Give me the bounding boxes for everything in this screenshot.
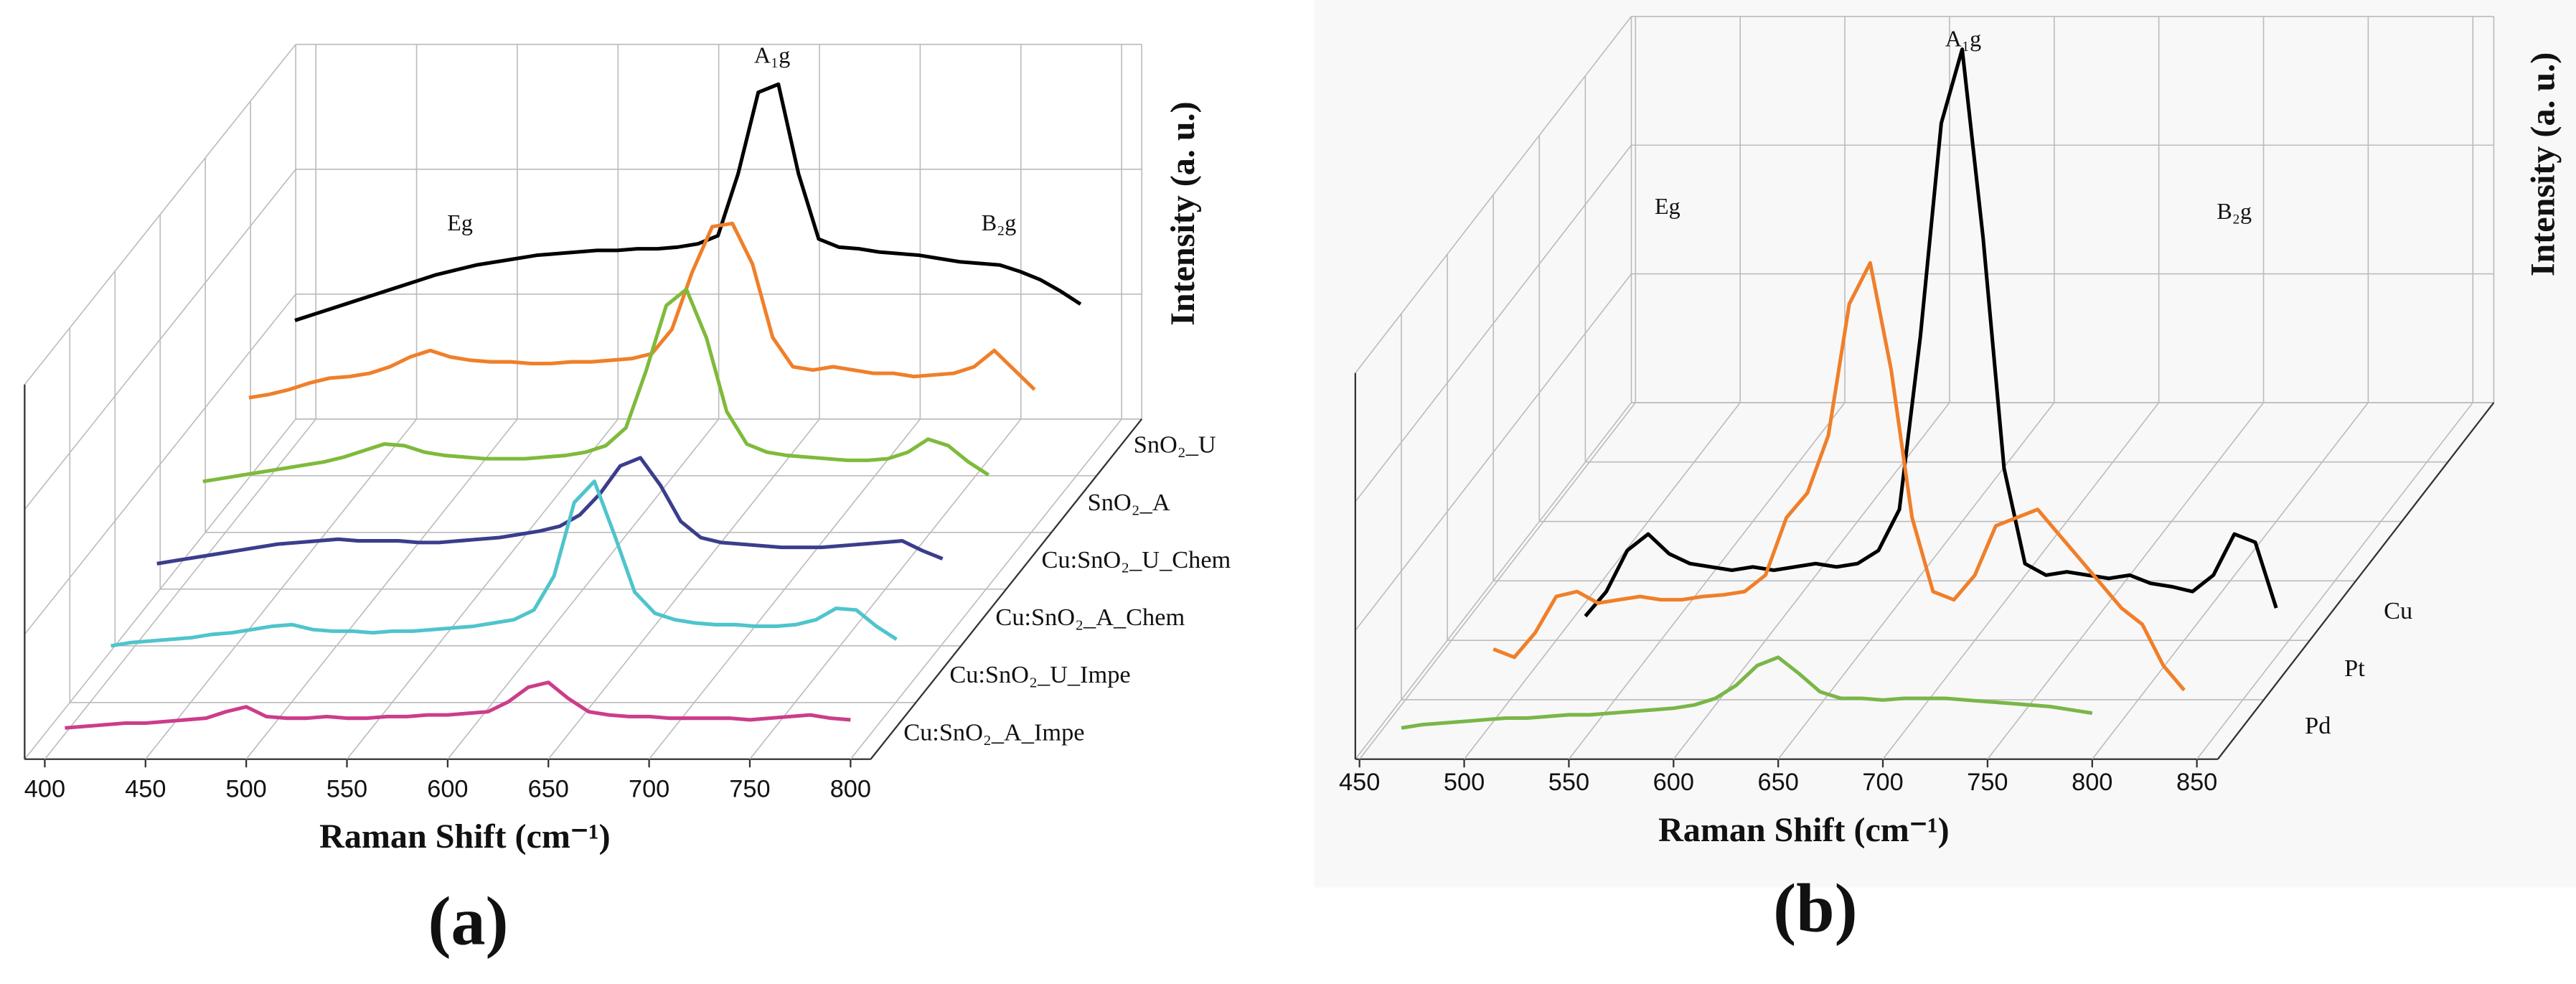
grid-line [2092,402,2369,760]
frame-line [2217,402,2495,760]
x-tick-label: 400 [24,775,65,802]
x-tick-label: 600 [1653,769,1694,796]
grid-line [245,418,518,760]
peak-annotation: B₂g [2217,198,2252,224]
depth-label: Cu [2384,597,2412,624]
grid-line [346,418,619,760]
x-tick-label: 450 [125,775,166,802]
series-line [294,82,1082,322]
depth-label: Pt [2344,655,2365,682]
x-tick-label: 800 [2072,769,2112,796]
x-tick-label: 700 [1862,769,1903,796]
y-axis-title: Intensity (a. u.) [2524,52,2562,276]
depth-label: SnO₂_A [1088,489,1170,516]
x-axis-title: Raman Shift (cm⁻¹) [319,817,611,856]
grid-line [547,418,820,760]
y-axis-title: Intensity (a. u.) [1164,101,1202,325]
series-line [1401,655,2093,730]
grid-line [2196,402,2473,760]
grid-line [1987,402,2265,760]
grid-line [850,418,1122,760]
panel-label: (b) [1773,869,1858,946]
x-tick-label: 500 [1444,769,1485,796]
peak-annotation: B₂g [982,210,1017,235]
grid-line [1359,402,1636,760]
series-line [1584,47,2278,618]
grid-line [1777,402,2055,760]
x-tick-label: 650 [1758,769,1799,796]
x-tick-label: 500 [226,775,267,802]
peak-annotation: Eg [447,210,473,235]
grid-line [648,418,921,760]
peak-annotation: Eg [1655,193,1680,219]
series-line [1493,261,2186,692]
x-tick-label: 850 [2176,769,2217,796]
depth-label: Pd [2305,712,2331,739]
x-tick-label: 550 [1548,769,1589,796]
grid-line [1463,402,1741,760]
panel-b-background [1314,0,2576,888]
series-line [202,287,990,484]
figure-content: 400 450 500 550 600 650 700 750 800 SnO₂_U SnO₂_A C… [24,0,2576,960]
x-tick-label: 600 [427,775,468,802]
panel-label: (a) [428,883,508,960]
series-line [111,479,898,648]
x-tick-label: 450 [1339,769,1380,796]
frame-line [870,418,1143,760]
depth-label: Cu:SnO₂_A_Impe [903,718,1084,746]
x-tick-label: 550 [326,775,367,802]
depth-label: SnO₂_U [1134,431,1216,459]
grid-line [1568,402,1846,760]
grid-line [447,418,720,760]
series-line [65,680,851,730]
series-line [248,221,1036,400]
grid-line [44,418,316,760]
x-tick-label: 800 [830,775,871,802]
grid-line [145,418,418,760]
depth-label: Cu:SnO₂_A_Chem [995,604,1185,631]
depth-label: Cu:SnO₂_U_Impe [949,661,1130,688]
x-tick-label: 750 [729,775,770,802]
x-tick-label: 750 [1967,769,2008,796]
peak-annotation: A₁g [754,42,790,67]
x-tick-label: 700 [629,775,669,802]
depth-label: Cu:SnO₂_U_Chem [1042,546,1231,573]
peak-annotation: A₁g [1945,26,1981,52]
series-line [156,456,944,566]
x-axis-title: Raman Shift (cm⁻¹) [1658,811,1950,849]
x-tick-label: 650 [528,775,569,802]
grid-line [749,418,1022,760]
